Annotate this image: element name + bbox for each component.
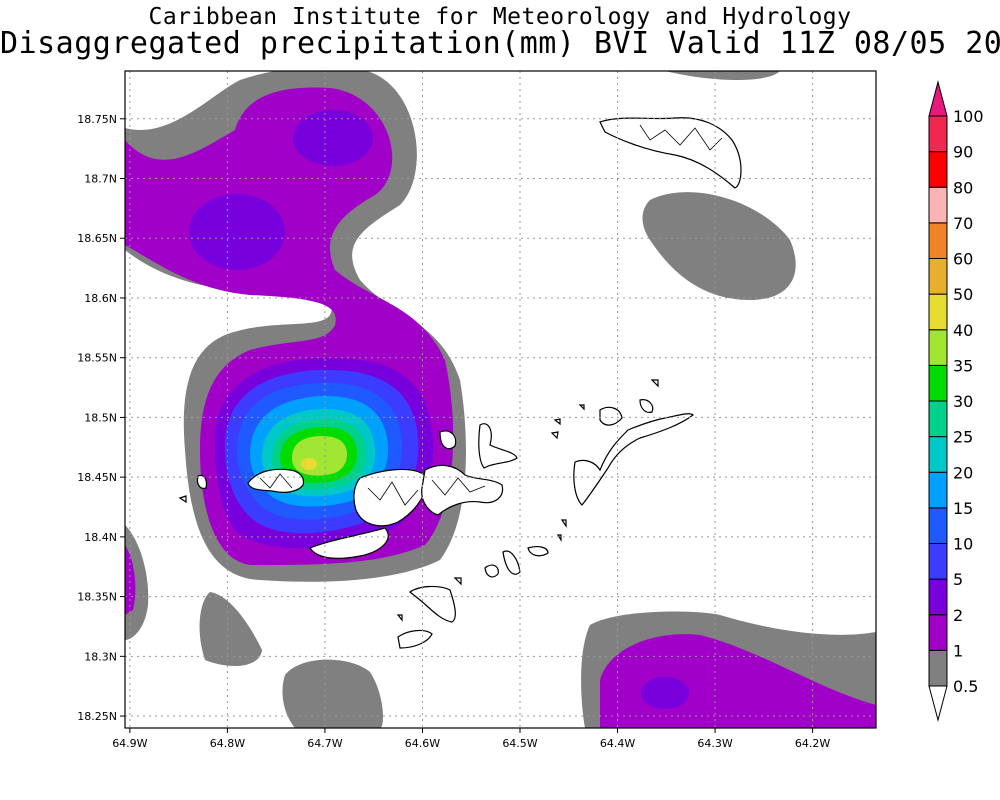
colorbar-label: 30: [953, 392, 973, 411]
colorbar-swatch: [928, 329, 948, 366]
x-tick-label: 64.7W: [307, 737, 342, 750]
norman-island: [397, 629, 433, 649]
st-thomas-island: [247, 468, 305, 493]
jost-van-dyke-island: [439, 430, 457, 450]
colorbar-over-triangle: [928, 80, 948, 117]
colorbar-label: 60: [953, 250, 973, 269]
y-tick-label: 18.7N: [84, 173, 117, 186]
islands-layer: [178, 117, 742, 649]
colorbar-swatch: [928, 649, 948, 687]
cooper-island: [527, 546, 549, 557]
colorbar-swatch: [928, 614, 948, 651]
y-tick-label: 18.55N: [77, 352, 117, 365]
colorbar-label: 80: [953, 178, 973, 197]
colorbar-swatch: [928, 293, 948, 331]
map-grid: [125, 71, 876, 728]
x-tick-label: 64.5W: [502, 737, 537, 750]
st-john-south-coast: [309, 527, 389, 559]
colorbar-label: 100: [953, 107, 984, 126]
colorbar-label: 90: [953, 143, 973, 162]
precip-field: [125, 71, 876, 728]
colorbar-label: 35: [953, 356, 973, 375]
colorbar-swatch: [928, 222, 948, 259]
colorbar-label: 70: [953, 214, 973, 233]
x-tick-label: 64.2W: [795, 737, 830, 750]
x-tick-label: 64.9W: [112, 737, 147, 750]
colorbar-label: 5: [953, 570, 963, 589]
y-tick-label: 18.4N: [84, 531, 117, 544]
colorbar-swatch: [928, 471, 948, 509]
latitude-axis: 18.75N 18.7N 18.65N 18.6N 18.55N 18.5N 18.45N 1…: [77, 113, 125, 723]
colorbar-swatch: [928, 151, 948, 188]
y-tick-label: 18.35N: [77, 591, 117, 604]
y-tick-label: 18.5N: [84, 411, 117, 424]
y-tick-label: 18.75N: [77, 113, 117, 126]
colorbar-label: 40: [953, 321, 973, 340]
y-tick-label: 18.6N: [84, 292, 117, 305]
peter-island: [408, 585, 456, 623]
colorbar-swatch: [928, 364, 948, 402]
map-title: Disaggregated precipitation(mm) BVI Vali…: [0, 26, 1000, 61]
precip-40-50mm-area: [301, 458, 317, 470]
y-tick-label: 18.3N: [84, 650, 117, 663]
colorbar-swatch: [928, 258, 948, 295]
x-tick-label: 64.6W: [405, 737, 440, 750]
colorbar-swatch: [928, 543, 948, 580]
colorbar-label: 0.5: [953, 677, 978, 696]
map-frame: [124, 70, 877, 729]
colorbar-label: 10: [953, 535, 973, 554]
institute-title: Caribbean Institute for Meteorology and …: [148, 4, 852, 30]
virgin-gorda-island: [573, 399, 694, 506]
anegada-island: [599, 117, 742, 189]
great-camanoe-islands: [478, 423, 518, 469]
colorbar-swatch: [928, 115, 948, 153]
y-tick-label: 18.65N: [77, 232, 117, 245]
colorbar-swatch: [928, 400, 948, 438]
colorbar-under-triangle: [928, 685, 948, 722]
x-tick-label: 64.8W: [210, 737, 245, 750]
colorbar-swatch: [928, 507, 948, 544]
x-tick-label: 64.3W: [697, 737, 732, 750]
colorbar-label: 15: [953, 499, 973, 518]
tortola-island: [421, 464, 504, 516]
colorbar-label: 1: [953, 641, 963, 660]
st-john-island: [353, 468, 427, 527]
salt-island: [484, 550, 521, 578]
y-tick-label: 18.45N: [77, 471, 117, 484]
y-tick-label: 18.25N: [77, 710, 117, 723]
x-tick-label: 64.4W: [600, 737, 635, 750]
colorbar-label: 25: [953, 428, 973, 447]
longitude-axis: 64.9W 64.8W 64.7W 64.6W 64.5W 64.4W 64.3W 64.2W: [112, 728, 830, 750]
colorbar-label: 50: [953, 285, 973, 304]
colorbar-label: 2: [953, 606, 963, 625]
colorbar-swatch: [928, 186, 948, 224]
precip-35-40mm-area: [292, 436, 348, 476]
colorbar-swatch: [928, 578, 948, 616]
colorbar-swatch: [928, 436, 948, 473]
small-cays: [178, 379, 659, 622]
colorbar-label: 20: [953, 463, 973, 482]
